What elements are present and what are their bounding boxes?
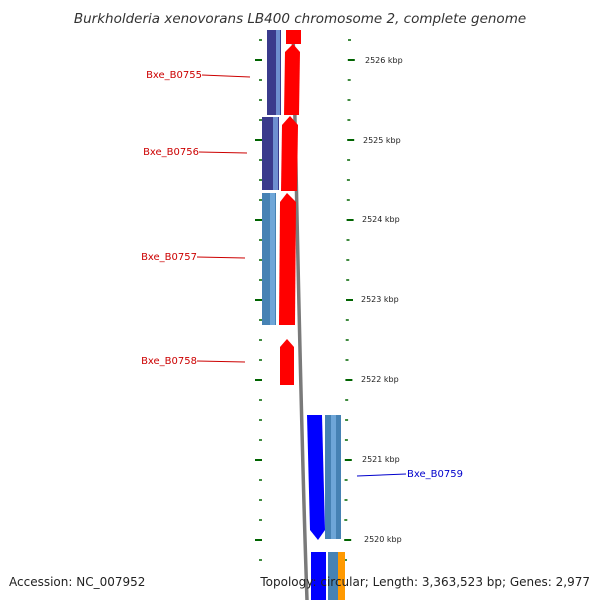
leader-line-Bxe_B0759 xyxy=(356,473,407,477)
right-tick-scale xyxy=(344,39,355,561)
cds-bar-light-2 xyxy=(273,117,278,190)
kbp-label-2520: 2520 kbp xyxy=(364,535,402,544)
gene-arrow-Bxe_B0759 xyxy=(307,415,325,540)
cds-bar-steel-bottom xyxy=(328,552,338,600)
gene-label-Bxe_B0756[interactable]: Bxe_B0756 xyxy=(143,147,199,158)
topology-text: Topology: circular; Length: 3,363,523 bp… xyxy=(259,575,590,589)
forward-genes xyxy=(279,30,301,385)
map-title: Burkholderia xenovorans LB400 chromosome… xyxy=(74,11,526,27)
leader-line-Bxe_B0758 xyxy=(196,360,246,363)
cds-bar-light-1 xyxy=(276,30,280,115)
gene-arrow-Bxe_B0755 xyxy=(284,44,300,115)
reverse-genes xyxy=(307,415,345,600)
cds-bar-steel-hl-3 xyxy=(270,193,275,325)
accession-text: Accession: NC_007952 xyxy=(9,575,145,589)
gene-arrow-Bxe_B0756 xyxy=(281,116,298,191)
kbp-label-2525: 2525 kbp xyxy=(363,136,401,145)
leader-line-Bxe_B0755 xyxy=(201,74,251,78)
kbp-label-2522: 2522 kbp xyxy=(361,375,399,384)
gene-label-Bxe_B0755[interactable]: Bxe_B0755 xyxy=(146,70,202,81)
gene-labels: Bxe_B0755 Bxe_B0756 Bxe_B0757 Bxe_B0758 … xyxy=(141,70,463,480)
cds-track-left xyxy=(262,30,281,325)
kbp-scale-labels: 2526 kbp 2525 kbp 2524 kbp 2523 kbp 2522… xyxy=(361,56,403,544)
gene-arrow-Bxe_B0758 xyxy=(280,339,294,385)
orange-feature-bottom xyxy=(338,552,345,600)
leader-line-Bxe_B0756 xyxy=(198,151,248,154)
gene-arrow-bottom-blue xyxy=(311,552,326,600)
leader-line-Bxe_B0757 xyxy=(196,256,246,259)
cds-bar-steel-reverse-hl xyxy=(331,415,336,539)
gene-label-Bxe_B0757[interactable]: Bxe_B0757 xyxy=(141,252,197,263)
kbp-label-2523: 2523 kbp xyxy=(361,295,399,304)
kbp-label-2524: 2524 kbp xyxy=(362,215,400,224)
gene-arrow-Bxe_B0755-top xyxy=(286,30,301,44)
left-tick-scale xyxy=(255,39,262,561)
kbp-label-2526: 2526 kbp xyxy=(365,56,403,65)
gene-arrow-Bxe_B0757 xyxy=(279,193,296,325)
kbp-label-2521: 2521 kbp xyxy=(362,455,400,464)
backbone-arc xyxy=(291,29,309,600)
gene-label-Bxe_B0758[interactable]: Bxe_B0758 xyxy=(141,356,197,367)
gene-label-Bxe_B0759[interactable]: Bxe_B0759 xyxy=(407,469,463,480)
